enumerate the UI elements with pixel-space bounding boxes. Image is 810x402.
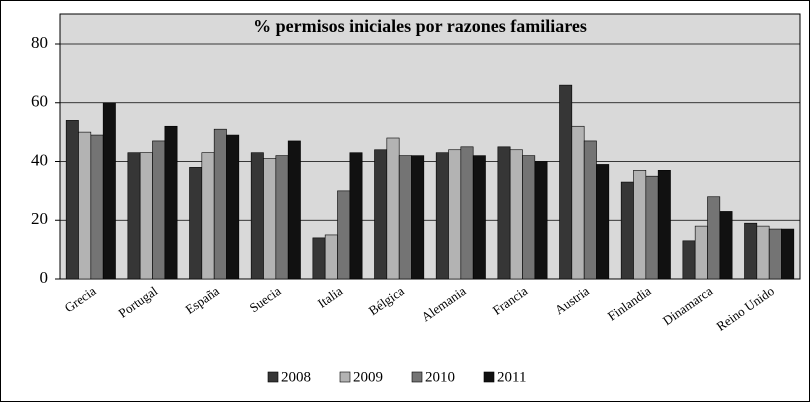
- legend-swatch: [267, 371, 279, 383]
- legend-label: 2009: [353, 369, 383, 385]
- bar: [287, 140, 301, 280]
- bar: [127, 152, 141, 280]
- bar: [756, 225, 770, 280]
- bar: [90, 134, 104, 280]
- bar: [275, 155, 289, 280]
- chart-title: % permisos iniciales por razones familia…: [253, 16, 587, 36]
- bar: [707, 196, 721, 280]
- legend-label: 2008: [281, 369, 311, 385]
- bar: [435, 152, 449, 280]
- bar: [139, 152, 153, 280]
- bar: [374, 149, 388, 280]
- bar: [633, 170, 647, 280]
- bar: [472, 155, 486, 280]
- bar: [781, 228, 795, 280]
- bar: [78, 131, 92, 280]
- bar: [509, 149, 523, 280]
- bar: [460, 146, 474, 280]
- bar: [657, 170, 671, 280]
- bar: [559, 84, 573, 280]
- legend-swatch: [411, 371, 423, 383]
- legend-label: 2011: [497, 369, 526, 385]
- bar: [522, 155, 536, 280]
- bar: [189, 167, 203, 280]
- bar: [349, 152, 363, 280]
- bar: [694, 225, 708, 280]
- bar: [682, 240, 696, 280]
- y-tick-label: 80: [31, 33, 48, 52]
- bar: [744, 222, 758, 280]
- bar: [583, 140, 597, 280]
- bar: [65, 120, 79, 280]
- y-tick-label: 60: [31, 92, 48, 111]
- plot-area: [59, 13, 801, 280]
- bar: [386, 137, 400, 280]
- bar: [719, 211, 733, 280]
- bar: [337, 190, 351, 280]
- legend-swatch: [483, 371, 495, 383]
- bar: [497, 146, 511, 280]
- bar: [571, 125, 585, 280]
- bar: [324, 234, 338, 280]
- legend-swatch: [339, 371, 351, 383]
- bar: [201, 152, 215, 280]
- bar: [448, 149, 462, 280]
- bar: [226, 134, 240, 280]
- bar: [152, 140, 166, 280]
- bar: [534, 161, 548, 280]
- bar: [411, 155, 425, 280]
- bar: [645, 175, 659, 280]
- bar: [620, 181, 634, 280]
- y-tick-label: 40: [31, 150, 48, 169]
- legend-label: 2010: [425, 369, 455, 385]
- bar: [213, 128, 227, 280]
- bar: [768, 228, 782, 280]
- y-tick-label: 20: [31, 209, 48, 228]
- bar: [263, 158, 277, 280]
- bar: [250, 152, 264, 280]
- bar: [596, 164, 610, 280]
- bar: [102, 102, 116, 280]
- bar: [164, 125, 178, 280]
- bar: [312, 237, 326, 280]
- y-tick-label: 0: [40, 268, 49, 287]
- bar: [398, 155, 412, 280]
